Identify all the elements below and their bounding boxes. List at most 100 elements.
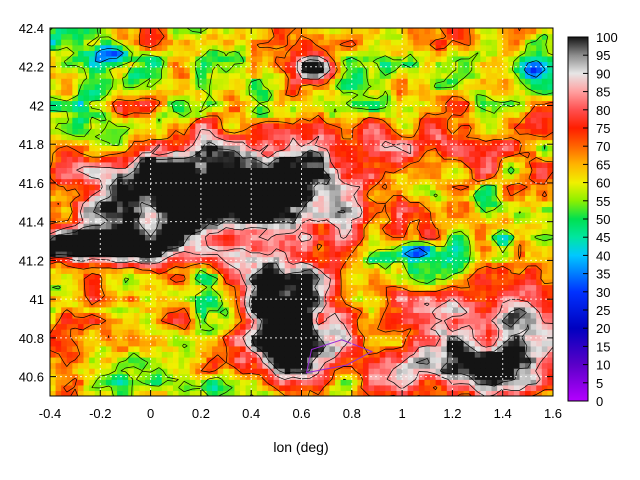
heatmap-cell [184, 295, 191, 302]
heatmap-cell [111, 384, 118, 392]
heatmap-cell [83, 273, 90, 280]
heatmap-cell [195, 356, 202, 364]
heatmap-cell [94, 317, 101, 325]
heatmap-cell [407, 340, 414, 347]
heatmap-cell [245, 200, 252, 208]
heatmap-cell [469, 384, 476, 392]
heatmap-cell [167, 273, 174, 280]
heatmap-cell [145, 89, 152, 96]
heatmap-cell [351, 295, 358, 302]
heatmap-cell [189, 78, 196, 85]
heatmap-cell [200, 172, 208, 180]
heatmap-cell [396, 362, 403, 369]
heatmap-cell [301, 128, 308, 135]
heatmap-cell [346, 172, 353, 180]
heatmap-cell [111, 150, 118, 157]
heatmap-cell [385, 128, 392, 135]
heatmap-cell [122, 262, 129, 269]
heatmap-cell [413, 356, 420, 364]
heatmap-cell [161, 55, 168, 63]
heatmap-cell [100, 356, 107, 364]
heatmap-cell [402, 100, 409, 107]
heatmap-cell [122, 39, 129, 46]
heatmap-cell [407, 189, 414, 196]
heatmap-cell [374, 223, 381, 230]
heatmap-cell [50, 89, 57, 96]
heatmap-cell [385, 178, 392, 185]
heatmap-cell [256, 251, 263, 258]
heatmap-cell [128, 133, 135, 141]
heatmap-cell [379, 55, 386, 63]
heatmap-cell [61, 156, 68, 163]
heatmap-cell [435, 323, 442, 330]
heatmap-cell [262, 267, 269, 274]
heatmap-cell [357, 284, 364, 291]
heatmap-cell [195, 384, 202, 392]
heatmap-cell [200, 390, 208, 396]
heatmap-cell [223, 178, 230, 185]
heatmap-cell [55, 78, 62, 85]
heatmap-cell [346, 44, 353, 51]
heatmap-cell [234, 356, 241, 364]
heatmap-cell [172, 156, 180, 163]
heatmap-cell [312, 212, 319, 219]
heatmap-cell [72, 83, 79, 90]
heatmap-cell [111, 111, 118, 118]
heatmap-cell [430, 150, 437, 157]
heatmap-cell [435, 67, 442, 74]
heatmap-cell [50, 195, 57, 202]
heatmap-cell [178, 172, 185, 180]
heatmap-cell [167, 61, 174, 68]
heatmap-cell [111, 44, 118, 51]
heatmap-cell [133, 239, 141, 247]
heatmap-cell [284, 172, 291, 180]
heatmap-cell [279, 262, 286, 269]
heatmap-cell [240, 239, 247, 247]
heatmap-cell [77, 139, 85, 146]
heatmap-cell [346, 145, 353, 152]
heatmap-cell [273, 100, 280, 107]
heatmap-cell [463, 33, 470, 40]
heatmap-cell [385, 206, 392, 213]
heatmap-cell [362, 172, 370, 180]
heatmap-cell [295, 267, 303, 274]
heatmap-cell [100, 239, 107, 247]
heatmap-cell [374, 334, 381, 341]
heatmap-cell [368, 44, 375, 51]
heatmap-cell [156, 251, 163, 258]
heatmap-cell [83, 317, 90, 325]
heatmap-cell [357, 184, 364, 191]
heatmap-cell [217, 284, 224, 291]
heatmap-cell [117, 317, 124, 325]
heatmap-cell [72, 67, 79, 74]
heatmap-cell [407, 329, 414, 336]
heatmap-cell [251, 61, 258, 68]
heatmap-cell [396, 172, 403, 180]
heatmap-cell [234, 312, 241, 319]
heatmap-cell [195, 345, 202, 352]
heatmap-cell [424, 379, 431, 386]
heatmap-cell [469, 284, 476, 291]
heatmap-cell [357, 234, 364, 241]
heatmap-cell [430, 195, 437, 202]
heatmap-cell [441, 67, 448, 74]
heatmap-cell [156, 200, 163, 208]
heatmap-cell [245, 345, 252, 352]
heatmap-cell [212, 306, 219, 313]
heatmap-cell [279, 356, 286, 364]
heatmap-cell [122, 156, 129, 163]
heatmap-cell [217, 228, 224, 235]
heatmap-cell [105, 161, 113, 168]
heatmap-cell [457, 139, 465, 146]
heatmap-cell [184, 128, 191, 135]
heatmap-cell [318, 290, 325, 297]
heatmap-cell [128, 256, 135, 263]
heatmap-cell [200, 78, 208, 85]
heatmap-cell [83, 267, 90, 274]
heatmap-cell [234, 351, 241, 358]
heatmap-cell [329, 329, 336, 336]
heatmap-cell [184, 106, 191, 113]
heatmap-cell [50, 312, 57, 319]
heatmap-cell [307, 234, 314, 241]
heatmap-cell [139, 28, 146, 35]
